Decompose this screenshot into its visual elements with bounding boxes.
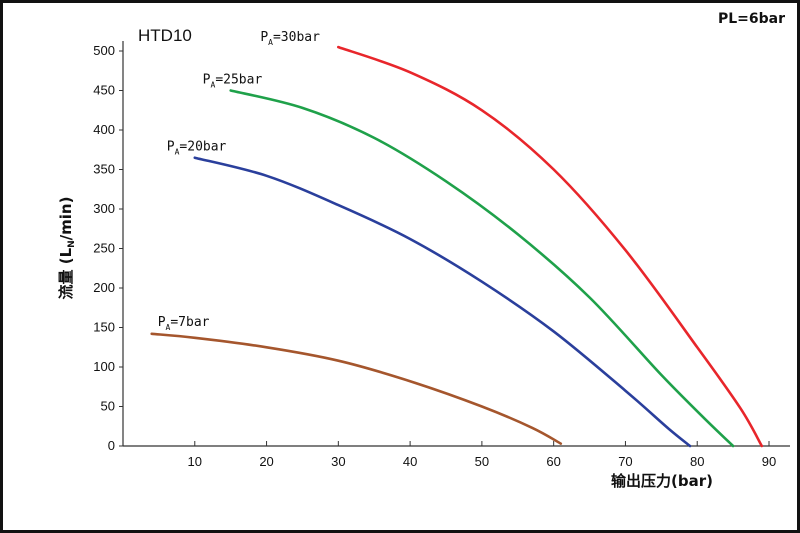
x-tick-label: 50 xyxy=(475,454,489,469)
axes xyxy=(119,41,790,447)
series-label-7bar: PA=7bar xyxy=(158,315,210,332)
series-label-30bar: PA=30bar xyxy=(260,30,320,47)
series-line-20bar xyxy=(193,156,692,448)
x-tick-label: 30 xyxy=(331,454,345,469)
x-tick-label: 20 xyxy=(259,454,273,469)
y-tick-label: 300 xyxy=(93,201,115,216)
y-tick-label: 250 xyxy=(93,241,115,256)
y-tick-label: 100 xyxy=(93,359,115,374)
x-tick-label: 10 xyxy=(188,454,202,469)
series-label-prefix: P xyxy=(167,140,175,155)
x-axis-title: 输出压力(bar) xyxy=(611,472,713,490)
y-tick-label: 350 xyxy=(93,162,115,177)
chart-title: HTD10 xyxy=(138,26,192,45)
y-tick-label: 500 xyxy=(93,43,115,58)
y-axis-title-main: 流量 (L xyxy=(57,247,75,299)
series-label-20bar: PA=20bar xyxy=(167,140,227,157)
x-tick-label: 90 xyxy=(762,454,776,469)
series-label-prefix: P xyxy=(260,30,268,45)
series-label-prefix: P xyxy=(158,315,166,330)
y-tick-label: 450 xyxy=(93,83,115,98)
x-tick-label: 70 xyxy=(618,454,632,469)
series-label-sub: A xyxy=(268,38,273,47)
series-label-prefix: P xyxy=(203,73,211,88)
series-line-30bar xyxy=(337,45,764,448)
series-line-25bar xyxy=(229,89,735,448)
y-tick-label: 150 xyxy=(93,320,115,335)
x-tick-label: 40 xyxy=(403,454,417,469)
series-label-suffix: =7bar xyxy=(170,315,209,330)
series-label-sub: A xyxy=(210,81,215,90)
series-label-sub: A xyxy=(166,323,171,332)
series-label-sub: A xyxy=(175,148,180,157)
y-tick-label: 200 xyxy=(93,280,115,295)
tick-labels: 0 50 100 150 200 250 300 350 400 450 500 10 20 30 40 50… xyxy=(93,43,776,469)
series-label-suffix: =30bar xyxy=(273,30,320,45)
line-chart: 0 50 100 150 200 250 300 350 400 450 500 10 20 30 40 50… xyxy=(57,11,790,490)
y-axis-title-sub: N xyxy=(67,240,77,248)
series-label-25bar: PA=25bar xyxy=(203,73,263,90)
series-line-7bar xyxy=(150,332,563,445)
series-layer xyxy=(150,45,764,448)
corner-note: PL=6bar xyxy=(718,11,785,27)
x-tick-label: 80 xyxy=(690,454,704,469)
series-label-suffix: =25bar xyxy=(215,73,262,88)
y-axis-title: 流量 (LN/min) xyxy=(57,197,77,300)
y-axis-title-tail: /min) xyxy=(57,197,75,241)
series-label-suffix: =20bar xyxy=(179,140,226,155)
x-tick-label: 60 xyxy=(546,454,560,469)
y-tick-label: 400 xyxy=(93,122,115,137)
y-tick-label: 0 xyxy=(108,438,115,453)
y-tick-label: 50 xyxy=(101,399,115,414)
